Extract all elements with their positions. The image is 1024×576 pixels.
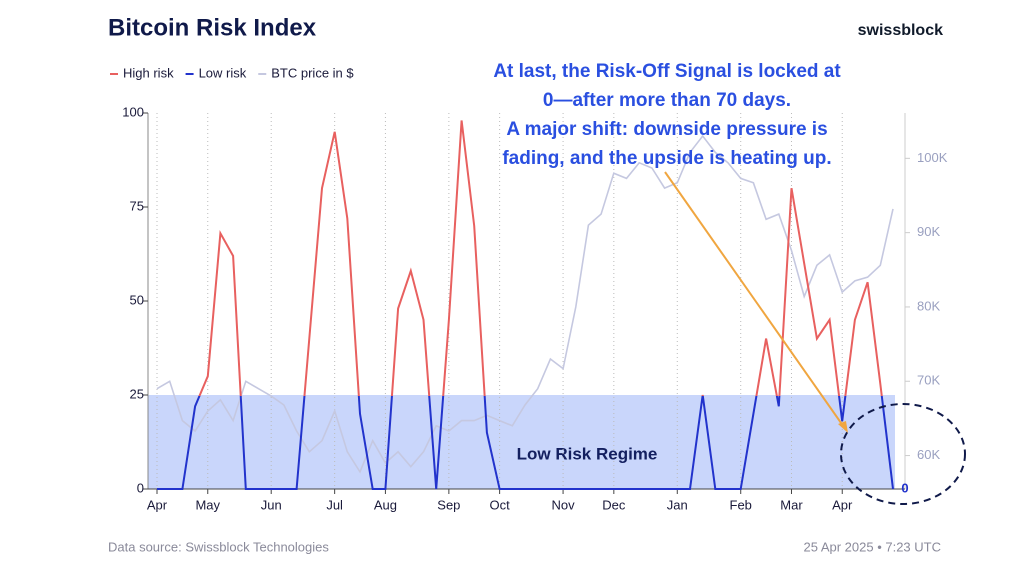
- x-tick-label: Aug: [374, 497, 397, 512]
- x-tick-label: Mar: [780, 497, 803, 512]
- plot: Low Risk Regime Apr May Jun Jul Aug Sep Oct Nov D…: [122, 104, 947, 512]
- source: Data source: Swissblock Technologies: [108, 539, 329, 554]
- legend-label: BTC price in $: [271, 65, 354, 80]
- annotation: At last, the Risk-Off Signal is locked a…: [493, 61, 841, 82]
- x-tick-label: Nov: [552, 497, 576, 512]
- annotation: fading, and the upside is heating up.: [502, 148, 831, 169]
- chart-title: Bitcoin Risk Index: [108, 14, 317, 41]
- x-tick-label: May: [195, 497, 220, 512]
- x-tick-label: Dec: [602, 497, 626, 512]
- annotation: A major shift: downside pressure is: [506, 119, 827, 140]
- y2-tick-label: 90K: [917, 224, 940, 239]
- x-tick-label: Apr: [147, 497, 168, 512]
- annotation: 0—after more than 70 days.: [543, 90, 791, 111]
- y-tick-label: 75: [130, 198, 144, 213]
- highlight-circle: [840, 403, 966, 505]
- x-tick-label: Jul: [326, 497, 343, 512]
- x-tick-label: Jun: [261, 497, 282, 512]
- timestamp: 25 Apr 2025 • 7:23 UTC: [803, 539, 941, 554]
- risk-line-low: [157, 396, 894, 490]
- x-tick-label: Sep: [437, 497, 460, 512]
- brand: swissblock: [858, 22, 943, 39]
- arrow-head: [838, 421, 848, 433]
- risk-line-high: [198, 120, 883, 396]
- x-tick-label: Feb: [730, 497, 752, 512]
- x-tick-label: Jan: [667, 497, 688, 512]
- regime-band: [148, 395, 895, 489]
- regime-label: Low Risk Regime: [517, 444, 658, 463]
- price-line: [156, 134, 894, 474]
- legend-label: High risk: [123, 65, 174, 80]
- arrow: [664, 171, 847, 431]
- y2-tick-label: 80K: [917, 298, 940, 313]
- y-tick-label: 0: [137, 480, 144, 495]
- x-tick-label: Oct: [490, 497, 511, 512]
- y-tick-label: 50: [130, 292, 144, 307]
- y-tick-label: 25: [130, 386, 144, 401]
- y2-tick-label: 60K: [917, 447, 940, 462]
- legend-label: Low risk: [199, 65, 247, 80]
- end-value-label: 0: [901, 480, 908, 495]
- y-tick-label: 100: [122, 104, 144, 119]
- x-tick-label: Apr: [832, 497, 853, 512]
- y2-tick-label: 100K: [917, 150, 948, 165]
- y2-tick-label: 70K: [917, 373, 940, 388]
